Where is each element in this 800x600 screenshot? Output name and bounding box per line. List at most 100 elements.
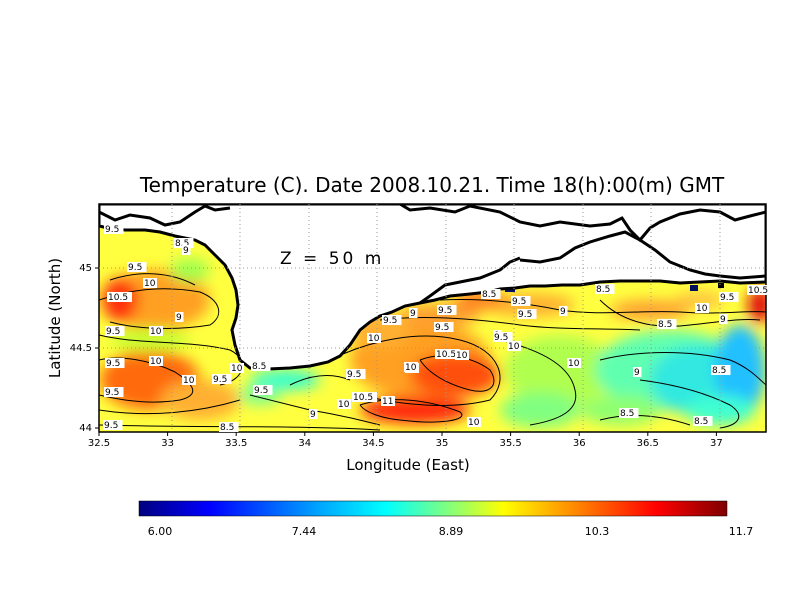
x-tick-label: 35: [436, 438, 449, 449]
contour-label: 9.5: [104, 387, 124, 398]
y-ticks: 44 44.5 45: [70, 263, 99, 434]
colorbar-tick-label: 10.3: [585, 525, 610, 538]
contour-label-text: 9: [310, 410, 316, 420]
contour-label: 9.5: [511, 296, 531, 307]
contour-label: 9.5: [212, 374, 232, 385]
contour-label: 9.5: [434, 322, 454, 333]
contour-label: 8.5: [219, 422, 239, 433]
contour-label: 9.5: [103, 420, 123, 431]
contour-label-bg: [230, 363, 244, 373]
contour-label-text: 9.5: [213, 375, 227, 385]
contour-label-text: 9.5: [518, 310, 532, 320]
contour-label: 10: [143, 278, 157, 289]
contour-label-text: 9: [410, 309, 416, 319]
y-axis-label: Latitude (North): [46, 258, 64, 378]
contour-label-bg: [105, 358, 125, 368]
contour-label-bg: [346, 369, 366, 379]
contour-label-bg: [517, 309, 537, 319]
contour-label-bg: [435, 349, 460, 359]
contour-label: 10.5: [747, 285, 772, 296]
coastline-north: [99, 204, 766, 243]
contour-label-text: 10.5: [748, 286, 768, 296]
contour-label-bg: [719, 314, 728, 324]
contour-label: 8.5: [174, 238, 194, 249]
y-tick-label: 44.5: [70, 343, 92, 354]
contour-label: 10: [507, 341, 521, 352]
contour-label: 10: [467, 417, 481, 428]
contour-label-text: 9.5: [104, 421, 118, 431]
contour-label-text: 10: [696, 304, 708, 314]
contour-label-text: 9: [720, 315, 726, 325]
contour-label-text: 10: [508, 342, 520, 352]
contour-label-bg: [127, 262, 147, 272]
contour-label-bg: [595, 284, 615, 294]
contour-label: 10: [149, 326, 163, 337]
contour-label-text: 10: [150, 357, 162, 367]
contour-label: 9: [559, 306, 568, 317]
contour-label-text: 9: [560, 307, 566, 317]
contour-label: 10: [455, 350, 469, 361]
contour-label: 8.5: [619, 408, 639, 419]
contour-label-text: 10: [368, 334, 380, 344]
x-tick-label: 37: [710, 438, 723, 449]
contour-label-bg: [143, 278, 157, 288]
contour-label: 10: [567, 358, 581, 369]
contour-label-text: 8.5: [712, 366, 726, 376]
contour-label-bg: [309, 409, 318, 419]
contour-label: 10: [404, 362, 418, 373]
contour-label: 10: [182, 375, 196, 386]
contour-label-bg: [212, 374, 232, 384]
contour-label: 9.5: [437, 305, 457, 316]
colorbar-tick-label: 7.44: [292, 525, 317, 538]
contour-label: 9.5: [517, 309, 537, 320]
contour-label: 8.5: [595, 284, 615, 295]
contour-label: 10: [149, 356, 163, 367]
contour-label: 11: [381, 396, 395, 407]
colorbar-tick-label: 6.00: [148, 525, 173, 538]
contour-label-text: 9.5: [105, 388, 119, 398]
contour-label-text: 10: [456, 351, 468, 361]
y-tick-label: 44: [79, 423, 92, 434]
contour-label-text: 9.5: [512, 297, 526, 307]
x-tick-label: 34: [298, 438, 311, 449]
contour-label-text: 8.5: [220, 423, 234, 433]
contour-label-text: 10: [568, 359, 580, 369]
contour-label-text: 8.5: [596, 285, 610, 295]
contour-label: 8.5: [657, 319, 677, 330]
contour-label-text: 9.5: [106, 359, 120, 369]
contour-label-text: 10: [144, 279, 156, 289]
contour-label-text: 9.5: [128, 263, 142, 273]
contour-label-bg: [352, 392, 377, 402]
contour-label: 9.5: [127, 262, 147, 273]
contour-label-bg: [251, 361, 271, 371]
colorbar: [138, 500, 728, 517]
contour-label: 10: [367, 333, 381, 344]
contour-label-bg: [695, 303, 709, 313]
contour-label-text: 10.5: [108, 293, 128, 303]
contour-label-bg: [409, 308, 418, 318]
contour-label: 9: [182, 245, 191, 256]
contour-label-bg: [511, 296, 531, 306]
contour-label-bg: [404, 362, 418, 372]
x-tick-label: 36.5: [637, 438, 659, 449]
contour-label: 10.5: [435, 349, 460, 360]
contour-label: 10: [337, 399, 351, 410]
contour-label-bg: [382, 315, 402, 325]
contour-label: 9: [633, 367, 642, 378]
contour-label: 8.5: [481, 289, 501, 300]
colorbar-tick-label: 11.7: [729, 525, 754, 538]
contour-label-bg: [104, 224, 124, 234]
contour-label-text: 8.5: [620, 409, 634, 419]
contour-label-text: 8.5: [175, 239, 189, 249]
contour-label-bg: [434, 322, 454, 332]
contour-label-text: 9.5: [435, 323, 449, 333]
contour-label-bg: [559, 306, 568, 316]
contour-label-text: 10.5: [436, 350, 456, 360]
contour-label-bg: [105, 326, 125, 336]
contour-label: 9.5: [382, 315, 402, 326]
contour-label-text: 9: [183, 246, 189, 256]
contour-label-bg: [633, 367, 642, 377]
contour-label-bg: [507, 341, 521, 351]
y-tick-label: 45: [79, 263, 92, 274]
